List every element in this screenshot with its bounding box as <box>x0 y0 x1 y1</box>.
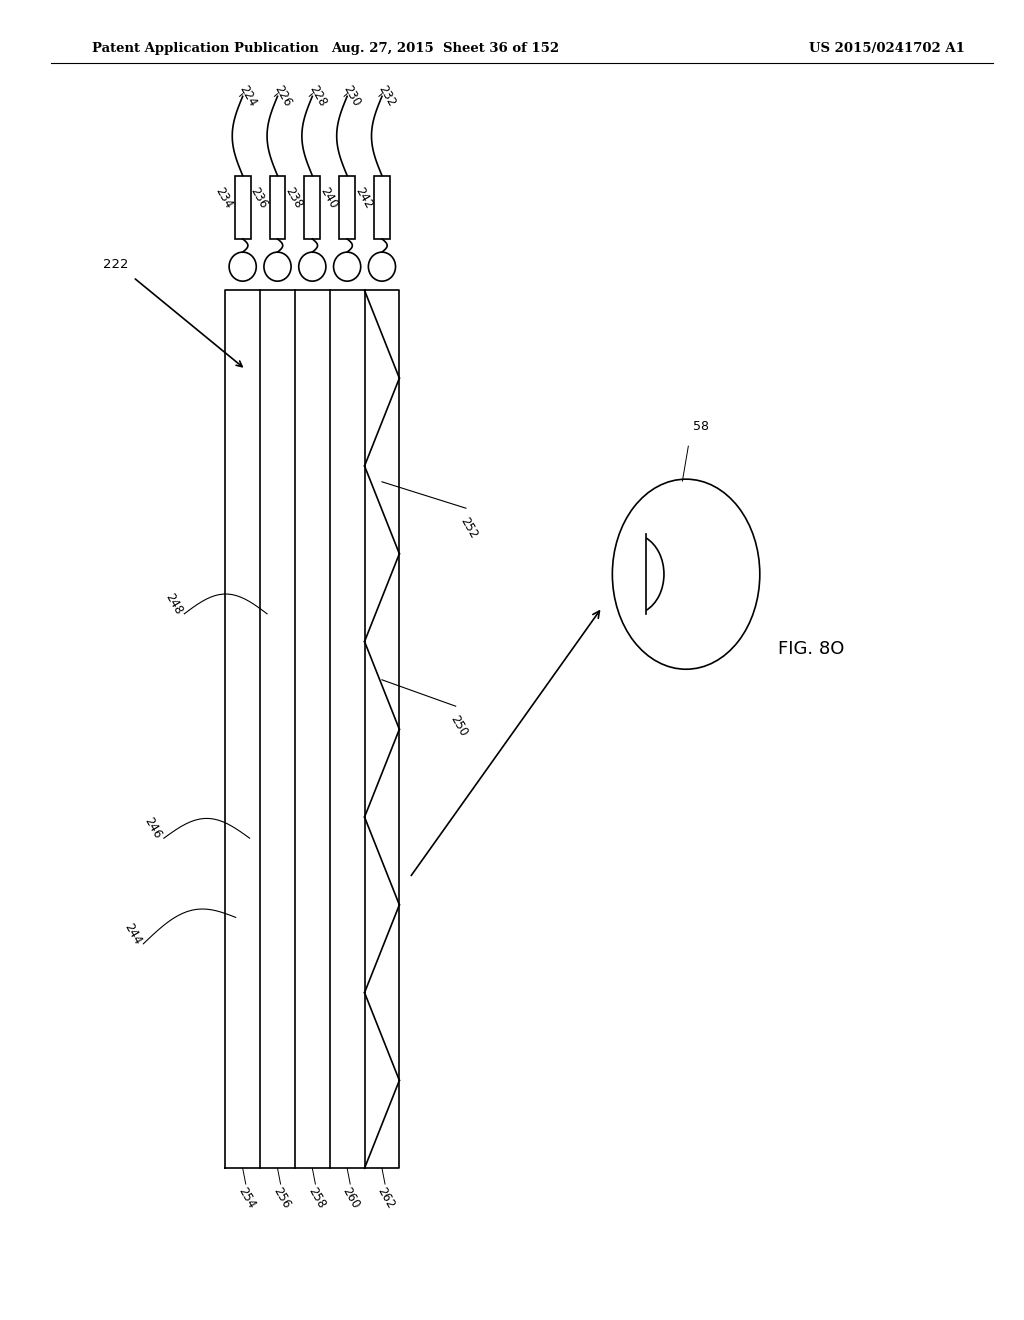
Text: 254: 254 <box>236 1185 258 1212</box>
Text: 234: 234 <box>213 185 236 210</box>
Text: 248: 248 <box>163 591 184 616</box>
Text: 240: 240 <box>317 185 340 210</box>
Bar <box>304 176 321 239</box>
Text: Aug. 27, 2015  Sheet 36 of 152: Aug. 27, 2015 Sheet 36 of 152 <box>332 42 559 55</box>
Text: 252: 252 <box>458 515 480 541</box>
Text: 236: 236 <box>248 185 270 210</box>
Bar <box>339 176 355 239</box>
Text: 244: 244 <box>122 921 143 946</box>
Text: 256: 256 <box>270 1185 293 1212</box>
Text: 238: 238 <box>283 185 305 210</box>
Text: 262: 262 <box>375 1185 397 1212</box>
Text: 222: 222 <box>102 257 128 271</box>
Bar <box>374 176 390 239</box>
Text: 232: 232 <box>376 83 398 110</box>
Text: 250: 250 <box>447 713 470 739</box>
Text: 260: 260 <box>340 1185 362 1212</box>
Bar <box>269 176 286 239</box>
Text: 58: 58 <box>693 420 710 433</box>
Text: 226: 226 <box>271 83 294 110</box>
Text: 242: 242 <box>352 185 375 210</box>
Text: FIG. 8O: FIG. 8O <box>778 640 845 659</box>
Text: 258: 258 <box>305 1185 328 1212</box>
Text: Patent Application Publication: Patent Application Publication <box>92 42 318 55</box>
Text: 228: 228 <box>306 83 329 110</box>
Text: 230: 230 <box>341 83 364 110</box>
Bar <box>234 176 251 239</box>
Text: US 2015/0241702 A1: US 2015/0241702 A1 <box>809 42 965 55</box>
Text: 224: 224 <box>237 83 259 110</box>
Text: 246: 246 <box>142 816 164 841</box>
